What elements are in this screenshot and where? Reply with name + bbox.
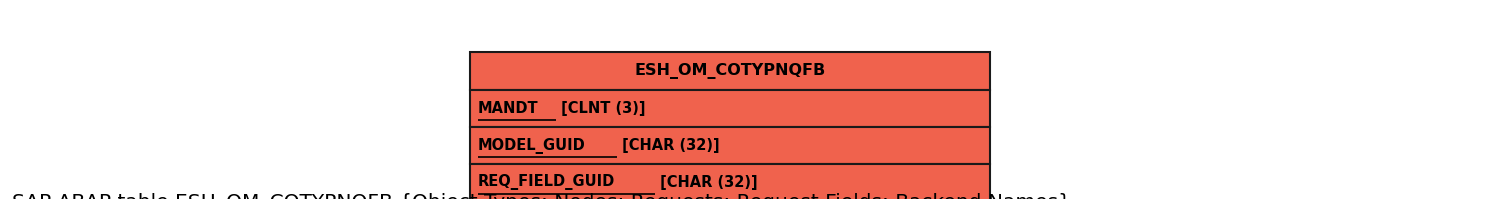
Text: REQ_FIELD_GUID: REQ_FIELD_GUID	[477, 175, 615, 190]
Text: [CLNT (3)]: [CLNT (3)]	[557, 101, 646, 116]
Text: MODEL_GUID: MODEL_GUID	[477, 138, 586, 153]
Text: [CHAR (32)]: [CHAR (32)]	[655, 175, 758, 190]
Bar	[470, 90, 991, 127]
Bar	[470, 127, 991, 164]
Text: MANDT: MANDT	[477, 101, 539, 116]
Bar	[470, 52, 991, 90]
Text: [CHAR (32)]: [CHAR (32)]	[618, 138, 719, 153]
Bar	[470, 164, 991, 199]
Text: ESH_OM_COTYPNQFB: ESH_OM_COTYPNQFB	[634, 63, 825, 79]
Text: SAP ABAP table ESH_OM_COTYPNQFB {Object Types: Nodes: Requests: Request Fields: : SAP ABAP table ESH_OM_COTYPNQFB {Object …	[12, 193, 1071, 199]
